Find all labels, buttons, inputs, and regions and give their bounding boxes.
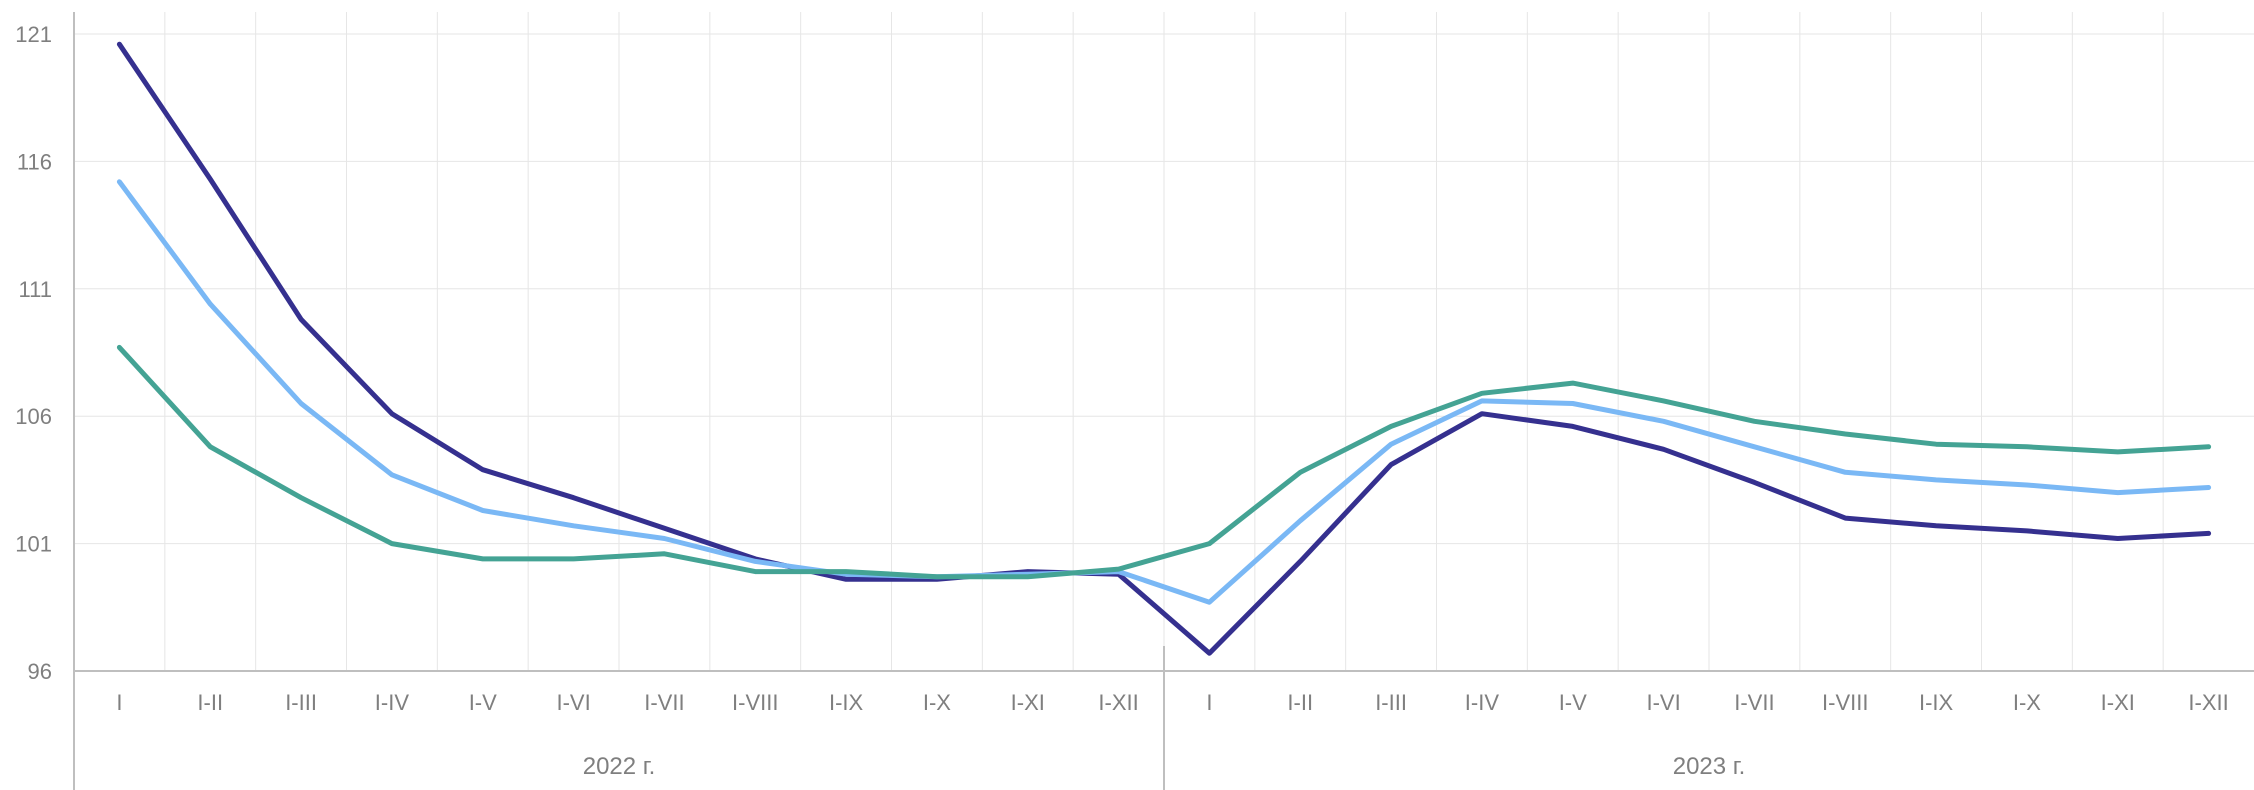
x-tick-label: I bbox=[1206, 690, 1212, 715]
y-tick-label: 101 bbox=[15, 532, 52, 557]
x-tick-label: I-X bbox=[923, 690, 951, 715]
x-tick-label: I-VII bbox=[644, 690, 684, 715]
x-tick-label: I-VII bbox=[1734, 690, 1774, 715]
y-tick-label: 121 bbox=[15, 22, 52, 47]
y-tick-label: 111 bbox=[19, 277, 52, 302]
group-label: 2023 г. bbox=[1673, 753, 1746, 780]
y-axis-ticks: 96 101 106 111 116 121 bbox=[15, 22, 52, 684]
x-tick-label: I-V bbox=[1559, 690, 1587, 715]
group-label: 2022 г. bbox=[583, 753, 656, 780]
x-tick-label: I-XI bbox=[2101, 690, 2135, 715]
x-tick-label: I-IX bbox=[1919, 690, 1954, 715]
x-tick-label: I-XII bbox=[1098, 690, 1138, 715]
y-tick-label: 116 bbox=[17, 149, 52, 174]
x-tick-label: I-III bbox=[285, 690, 317, 715]
x-tick-label: I-II bbox=[197, 690, 223, 715]
series-line-1 bbox=[116, 41, 2212, 656]
x-tick-label: I-VIII bbox=[1822, 690, 1868, 715]
x-tick-label: I-X bbox=[2013, 690, 2041, 715]
x-tick-label: I-V bbox=[469, 690, 497, 715]
x-tick-label: I-IX bbox=[829, 690, 864, 715]
series-line-2 bbox=[116, 179, 2212, 605]
x-tick-label: I-XI bbox=[1011, 690, 1045, 715]
gridlines bbox=[74, 12, 2254, 671]
axes bbox=[73, 12, 2254, 790]
x-tick-label: I bbox=[116, 690, 122, 715]
x-tick-label: I-XII bbox=[2188, 690, 2228, 715]
x-tick-label: I-VIII bbox=[732, 690, 778, 715]
x-tick-label: I-III bbox=[1375, 690, 1407, 715]
x-tick-label: I-VI bbox=[1646, 690, 1680, 715]
x-tick-label: I-IV bbox=[1465, 690, 1500, 715]
x-tick-label: I-VI bbox=[556, 690, 590, 715]
series-lines bbox=[116, 41, 2212, 656]
x-tick-label: I-II bbox=[1287, 690, 1313, 715]
series-line-3 bbox=[116, 344, 2212, 580]
y-tick-label: 96 bbox=[28, 659, 52, 684]
x-tick-label: I-IV bbox=[375, 690, 410, 715]
y-tick-label: 106 bbox=[15, 404, 52, 429]
x-axis-ticks: I I-II I-III I-IV I-V I-VI I-VII I-VIII I-IX I-X I… bbox=[116, 690, 2228, 780]
